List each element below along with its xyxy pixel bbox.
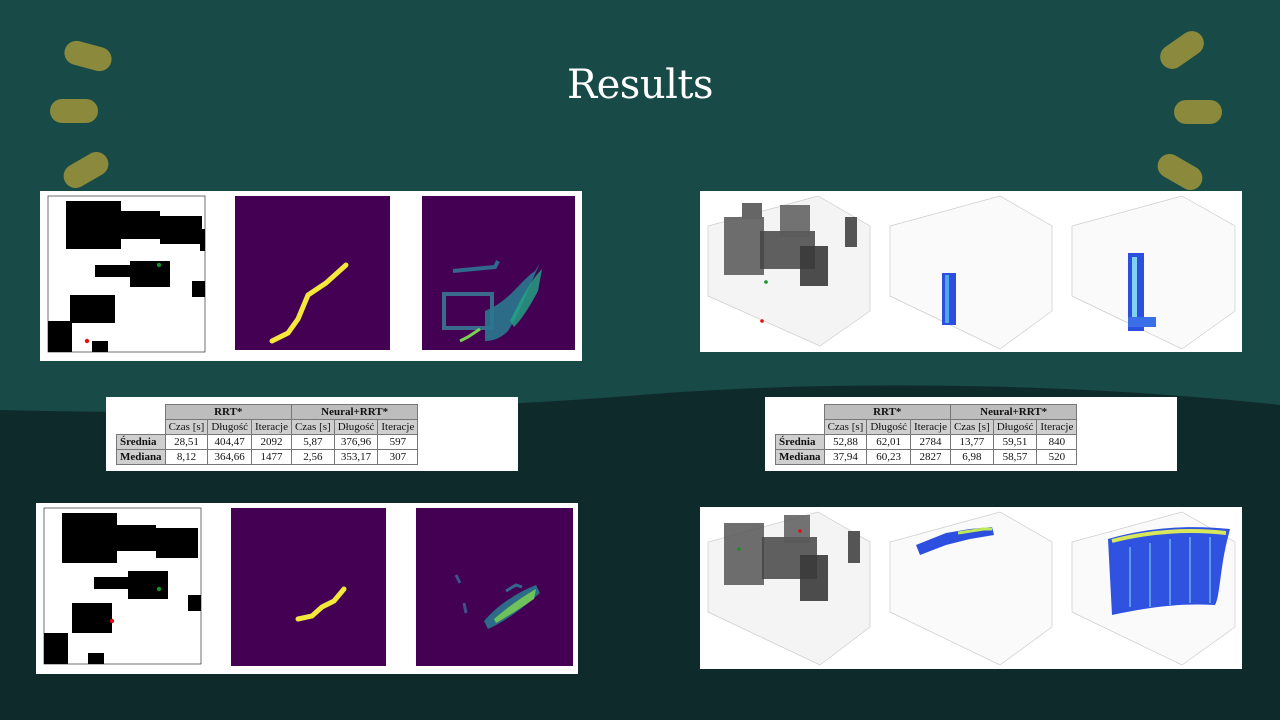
table-cell: 13,77 bbox=[949, 434, 994, 450]
table-cell: 58,57 bbox=[992, 449, 1038, 465]
results-table-2d: RRT* Neural+RRT* Czas [s] Długość Iterac… bbox=[106, 397, 518, 471]
table-column-header: Długość bbox=[866, 419, 911, 435]
goal-point bbox=[156, 586, 162, 592]
3d-rrt-sampling bbox=[1071, 511, 1236, 666]
3d-occupancy-map bbox=[707, 511, 871, 666]
table-column-header: Długość bbox=[333, 419, 379, 435]
3d-results-figure-2 bbox=[700, 507, 1242, 669]
3d-rrt-sampling bbox=[1071, 195, 1236, 350]
table-row-label: Mediana bbox=[116, 449, 166, 465]
slide-title: Results bbox=[567, 62, 713, 108]
3d-results-figure-1 bbox=[700, 191, 1242, 352]
occupancy-map bbox=[47, 195, 206, 353]
rrt-sampling-heatmap bbox=[422, 196, 575, 350]
occupancy-map bbox=[43, 507, 202, 665]
table-group-header: Neural+RRT* bbox=[949, 404, 1078, 420]
table-column-header: Iteracje bbox=[1036, 419, 1078, 435]
table-group-header: Neural+RRT* bbox=[290, 404, 419, 420]
table-cell: 2,56 bbox=[290, 449, 335, 465]
results-table-3d: RRT* Neural+RRT* Czas [s] Długość Iterac… bbox=[765, 397, 1177, 471]
table-column-header: Długość bbox=[992, 419, 1038, 435]
table-row-label: Średnia bbox=[116, 434, 166, 450]
table-cell: 307 bbox=[377, 449, 419, 465]
start-point bbox=[109, 618, 115, 624]
table-column-header: Czas [s] bbox=[949, 419, 994, 435]
table-column-header: Długość bbox=[207, 419, 252, 435]
table-column-header: Czas [s] bbox=[823, 419, 868, 435]
2d-results-figure-2 bbox=[36, 503, 578, 674]
3d-occupancy-map bbox=[707, 195, 871, 347]
start-point bbox=[84, 338, 90, 344]
table-column-header: Iteracje bbox=[377, 419, 419, 435]
table-cell: 59,51 bbox=[992, 434, 1038, 450]
table-cell: 404,47 bbox=[207, 434, 252, 450]
predicted-path-heatmap bbox=[235, 196, 390, 350]
table-cell: 52,88 bbox=[823, 434, 868, 450]
table-cell: 62,01 bbox=[866, 434, 911, 450]
table-group-header: RRT* bbox=[164, 404, 292, 420]
table-row: Mediana 8,12 364,66 1477 2,56 353,17 307 bbox=[116, 449, 419, 465]
table-cell: 1477 bbox=[250, 449, 292, 465]
table-cell: 60,23 bbox=[866, 449, 911, 465]
table-group-header: RRT* bbox=[823, 404, 951, 420]
table-cell: 5,87 bbox=[290, 434, 335, 450]
table-cell: 353,17 bbox=[333, 449, 379, 465]
table-cell: 28,51 bbox=[164, 434, 209, 450]
table-cell: 2827 bbox=[909, 449, 951, 465]
table-column-header: Czas [s] bbox=[290, 419, 335, 435]
2d-results-figure-1 bbox=[40, 191, 582, 361]
decorative-dashes-left bbox=[50, 40, 112, 188]
table-row: Średnia 52,88 62,01 2784 13,77 59,51 840 bbox=[775, 434, 1078, 450]
table-cell: 597 bbox=[377, 434, 419, 450]
goal-point bbox=[156, 262, 162, 268]
table-cell: 37,94 bbox=[823, 449, 868, 465]
table-cell: 520 bbox=[1036, 449, 1078, 465]
rrt-sampling-heatmap bbox=[416, 508, 573, 666]
table-cell: 2784 bbox=[909, 434, 951, 450]
table-cell: 376,96 bbox=[333, 434, 379, 450]
table-cell: 364,66 bbox=[207, 449, 252, 465]
table-cell: 6,98 bbox=[949, 449, 994, 465]
3d-predicted-path bbox=[889, 195, 1053, 350]
table-row-label: Średnia bbox=[775, 434, 825, 450]
decorative-dashes-right bbox=[1157, 31, 1222, 190]
table-cell: 8,12 bbox=[164, 449, 209, 465]
table-column-header: Czas [s] bbox=[164, 419, 209, 435]
table-row: Średnia 28,51 404,47 2092 5,87 376,96 59… bbox=[116, 434, 419, 450]
table-cell: 840 bbox=[1036, 434, 1078, 450]
table-column-header: Iteracje bbox=[250, 419, 292, 435]
predicted-path-heatmap bbox=[231, 508, 386, 666]
table-column-header: Iteracje bbox=[909, 419, 951, 435]
3d-predicted-path bbox=[889, 511, 1053, 666]
table-row-label: Mediana bbox=[775, 449, 825, 465]
table-row: Mediana 37,94 60,23 2827 6,98 58,57 520 bbox=[775, 449, 1078, 465]
table-cell: 2092 bbox=[250, 434, 292, 450]
